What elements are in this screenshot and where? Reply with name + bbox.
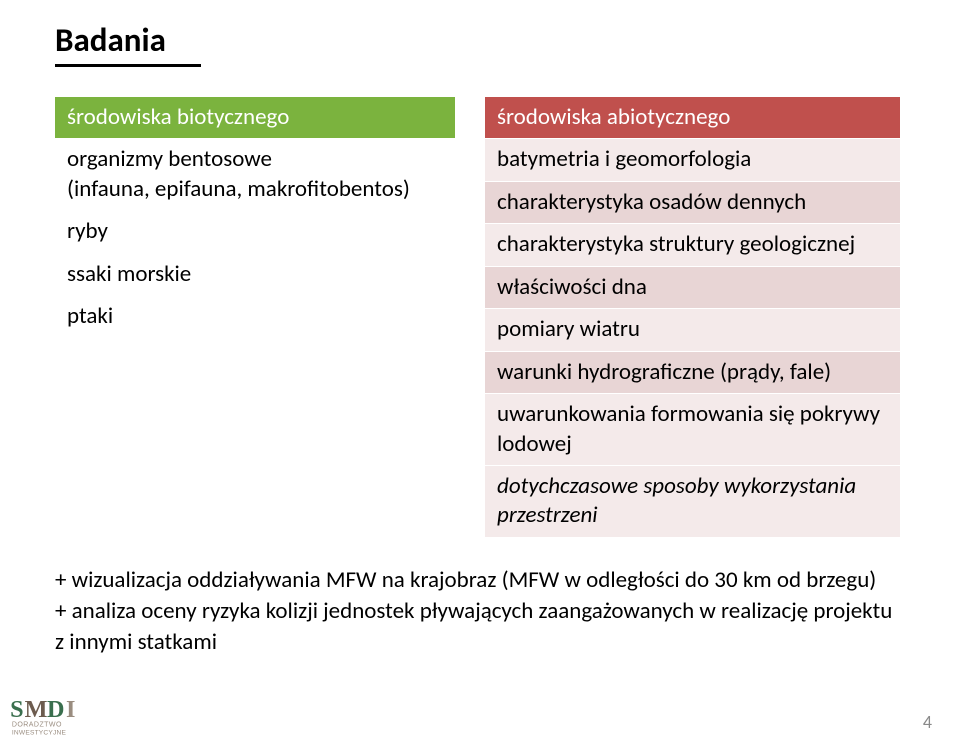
left-column: środowiska biotycznego organizmy bentoso… [55, 97, 455, 537]
abiotic-row-italic: dotychczasowe sposoby wykorzystania prze… [485, 465, 900, 536]
biotic-header: środowiska biotycznego [55, 97, 455, 139]
page-title: Badania [55, 20, 900, 60]
logo-s: S [10, 696, 23, 723]
abiotic-header: środowiska abiotycznego [485, 97, 900, 139]
abiotic-row: warunki hydrograficzne (prądy, fale) [485, 351, 900, 393]
abiotic-row: uwarunkowania formowania się pokrywy lod… [485, 394, 900, 466]
after-line: + wizualizacja oddziaływania MFW na kraj… [55, 565, 900, 596]
abiotic-row: charakterystyka struktury geologicznej [485, 224, 900, 266]
logo-sub2: INWESTYCYJNE [12, 730, 67, 737]
logo-d: D [47, 696, 64, 723]
abiotic-row: właściwości dna [485, 266, 900, 308]
biotic-row: ptaki [55, 296, 455, 338]
logo-smdi: S M D I DORADZTWO INWESTYCYJNE [10, 695, 85, 739]
biotic-table: środowiska biotycznego organizmy bentoso… [55, 97, 455, 338]
logo-sub1: DORADZTWO [12, 722, 62, 729]
columns: środowiska biotycznego organizmy bentoso… [55, 97, 900, 537]
abiotic-row: batymetria i geomorfologia [485, 139, 900, 181]
slide-page: Badania środowiska biotycznego organizmy… [0, 0, 960, 747]
abiotic-row: pomiary wiatru [485, 309, 900, 351]
biotic-row: organizmy bentosowe(infauna, epifauna, m… [55, 139, 455, 211]
logo-i: I [66, 696, 75, 723]
right-column: środowiska abiotycznego batymetria i geo… [485, 97, 900, 537]
abiotic-table: środowiska abiotycznego batymetria i geo… [485, 97, 900, 537]
after-text: + wizualizacja oddziaływania MFW na kraj… [55, 565, 900, 658]
abiotic-row: charakterystyka osadów dennych [485, 181, 900, 223]
logo-m: M [25, 696, 48, 723]
biotic-row: ryby [55, 211, 455, 253]
after-line: + analiza oceny ryzyka kolizji jednostek… [55, 596, 900, 658]
page-number: 4 [923, 711, 932, 733]
title-rule [55, 64, 201, 67]
biotic-row: ssaki morskie [55, 253, 455, 295]
